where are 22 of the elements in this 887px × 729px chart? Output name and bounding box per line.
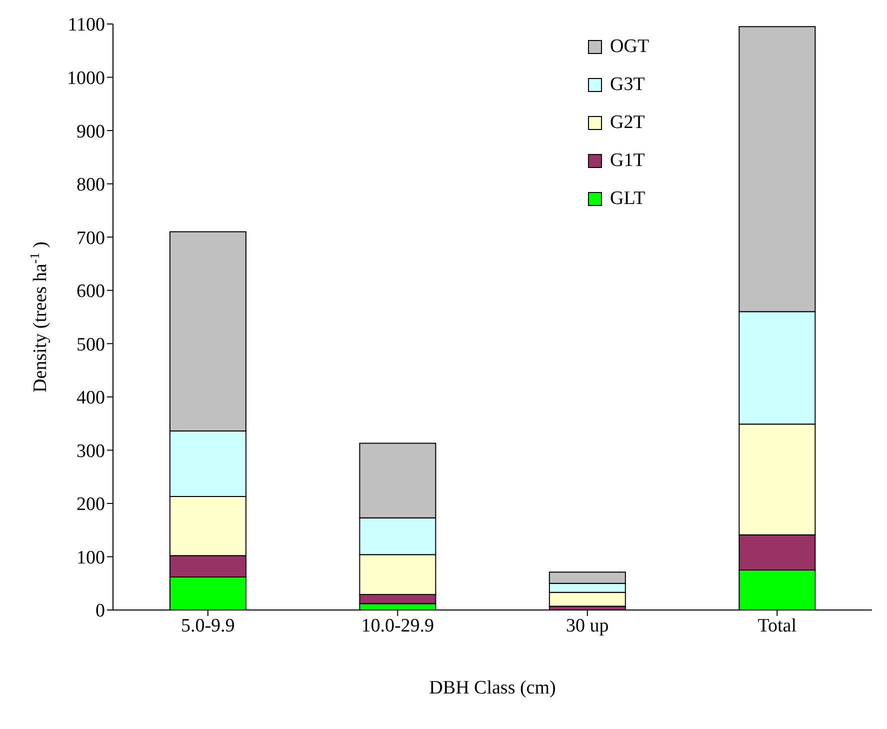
legend-label: G2T <box>610 112 645 134</box>
x-axis-title: DBH Class (cm) <box>429 677 556 698</box>
y-tick-label: 500 <box>76 334 105 356</box>
y-tick-label: 700 <box>76 228 105 249</box>
x-tick-label: Total <box>758 615 797 636</box>
legend-label: OGT <box>610 36 650 58</box>
y-tick-label: 0 <box>96 600 105 622</box>
y-tick-label: 1100 <box>68 14 105 36</box>
x-tick-label: 10.0-29.9 <box>361 615 434 636</box>
y-tick-label: 400 <box>76 388 105 409</box>
y-tick-label: 300 <box>76 440 105 462</box>
legend-label: G3T <box>610 74 645 96</box>
y-tick-label: 600 <box>76 281 105 302</box>
y-tick-label: 900 <box>76 121 105 142</box>
y-tick-label: 1000 <box>67 68 105 90</box>
legend-label: GLT <box>610 188 646 210</box>
y-tick-label: 800 <box>76 174 105 196</box>
y-tick-label: 200 <box>76 494 105 516</box>
y-tick-label: 100 <box>76 547 105 568</box>
legend-label: G1T <box>610 150 645 172</box>
x-tick-label: 5.0-9.9 <box>180 615 235 636</box>
x-tick-label: 30 up <box>566 615 609 636</box>
